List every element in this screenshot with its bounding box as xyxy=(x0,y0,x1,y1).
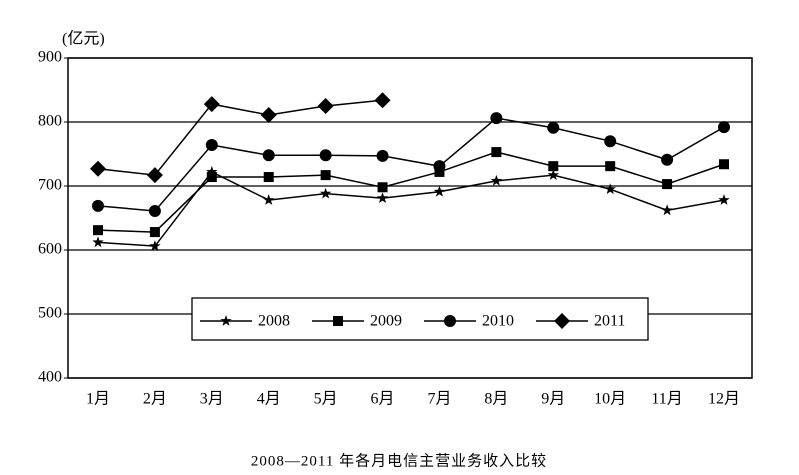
marker xyxy=(149,227,160,238)
legend-label: 2008 xyxy=(258,313,290,330)
x-tick-label: 6月 xyxy=(371,391,395,408)
marker xyxy=(263,194,275,205)
marker xyxy=(319,187,332,199)
x-tick-label: 1月 xyxy=(86,391,110,408)
marker xyxy=(604,183,616,195)
marker xyxy=(203,96,220,113)
series-line xyxy=(97,99,383,176)
marker xyxy=(90,160,106,177)
marker xyxy=(376,192,389,203)
x-tick-label: 2月 xyxy=(143,391,167,408)
plot-frame xyxy=(67,57,753,379)
marker xyxy=(433,160,446,173)
marker xyxy=(374,92,391,109)
marker xyxy=(377,182,388,193)
marker xyxy=(263,172,274,183)
x-tick-label: 5月 xyxy=(314,391,338,408)
marker xyxy=(605,161,616,172)
marker xyxy=(206,172,217,183)
marker xyxy=(490,112,503,125)
marker xyxy=(661,153,674,166)
marker xyxy=(433,185,446,197)
marker xyxy=(260,106,277,123)
marker xyxy=(547,169,559,180)
marker xyxy=(719,159,729,170)
y-tick-label: 700 xyxy=(38,177,62,194)
marker xyxy=(662,179,673,190)
marker xyxy=(206,165,218,177)
marker xyxy=(661,204,673,216)
y-tick-label: 900 xyxy=(38,49,62,66)
legend-label: 2010 xyxy=(482,313,514,330)
x-tick-label: 4月 xyxy=(257,391,281,408)
y-tick-label: 500 xyxy=(38,305,62,322)
legend-label: 2009 xyxy=(370,313,402,330)
marker xyxy=(146,167,163,184)
marker xyxy=(92,236,104,248)
marker xyxy=(148,204,161,217)
marker xyxy=(491,147,502,158)
marker xyxy=(604,135,617,148)
marker xyxy=(92,199,104,212)
marker xyxy=(93,225,103,236)
legend-label: 2011 xyxy=(594,313,625,330)
chart-title: 2008—2011 年各月电信主营业务收入比较 xyxy=(251,451,547,469)
series-line xyxy=(97,170,725,247)
marker xyxy=(220,315,232,326)
marker xyxy=(444,315,456,327)
marker xyxy=(317,98,334,114)
marker xyxy=(262,149,275,162)
marker xyxy=(320,170,331,181)
y-tick-label: 400 xyxy=(38,369,62,386)
series-line xyxy=(97,151,725,233)
marker xyxy=(319,149,332,162)
y-tick-label: 800 xyxy=(38,113,62,130)
marker xyxy=(333,316,343,326)
x-tick-label: 11月 xyxy=(651,391,682,408)
marker xyxy=(149,240,161,251)
legend-box xyxy=(191,297,649,341)
marker xyxy=(554,313,570,329)
marker xyxy=(718,194,730,205)
marker xyxy=(547,121,560,134)
marker xyxy=(548,161,559,172)
x-tick-label: 8月 xyxy=(484,391,508,408)
x-tick-label: 3月 xyxy=(200,391,224,408)
marker xyxy=(718,121,730,134)
marker xyxy=(490,174,503,186)
marker xyxy=(376,149,389,162)
y-tick-label: 600 xyxy=(38,241,62,258)
x-tick-label: 10月 xyxy=(594,391,626,408)
x-tick-label: 9月 xyxy=(541,391,565,408)
marker xyxy=(205,139,218,152)
legend: 2008 2009 2010 2011 xyxy=(191,297,649,341)
x-tick-label: 7月 xyxy=(427,391,451,408)
y-axis-label: (亿元) xyxy=(62,30,105,48)
series-line xyxy=(97,117,725,212)
x-tick-label: 12月 xyxy=(708,391,740,408)
